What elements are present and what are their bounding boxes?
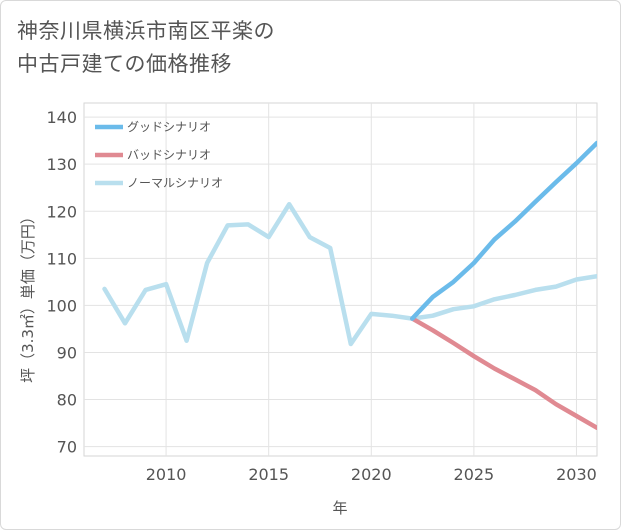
y-tick-label: 140 xyxy=(46,108,77,127)
y-tick-label: 120 xyxy=(46,202,77,221)
y-tick-label: 110 xyxy=(46,249,77,268)
chart-title-line-1: 神奈川県横浜市南区平楽の xyxy=(17,19,275,43)
y-tick-label: 70 xyxy=(57,438,77,457)
chart-title-line-2: 中古戸建ての価格推移 xyxy=(17,52,232,76)
y-tick-label: 100 xyxy=(46,296,77,315)
x-tick-label: 2015 xyxy=(248,465,289,484)
y-tick-label: 90 xyxy=(57,343,77,362)
legend-label: グッドシナリオ xyxy=(127,120,211,134)
x-tick-label: 2020 xyxy=(351,465,392,484)
x-tick-label: 2030 xyxy=(556,465,597,484)
chart-title: 神奈川県横浜市南区平楽の 中古戸建ての価格推移 xyxy=(17,15,577,81)
y-tick-label: 80 xyxy=(57,391,77,410)
x-tick-label: 2025 xyxy=(454,465,495,484)
legend-label: バッドシナリオ xyxy=(127,148,211,162)
series-line-2 xyxy=(410,316,597,431)
series-line-1 xyxy=(410,140,597,321)
y-axis-label: 坪（3.3㎡）単価（万円） xyxy=(19,209,37,383)
x-tick-labels: 2010 2015 2020 2025 2030 xyxy=(146,465,597,484)
legend-label: ノーマルシナリオ xyxy=(127,176,223,190)
y-tick-label: 130 xyxy=(46,155,77,174)
y-tick-labels: 70 80 90 100 110 120 130 140 xyxy=(46,108,77,456)
series-lines xyxy=(102,140,597,431)
x-axis-label: 年 xyxy=(332,499,347,517)
series-line-3 xyxy=(102,201,597,347)
plot-area xyxy=(83,102,598,457)
x-tick-label: 2010 xyxy=(146,465,187,484)
